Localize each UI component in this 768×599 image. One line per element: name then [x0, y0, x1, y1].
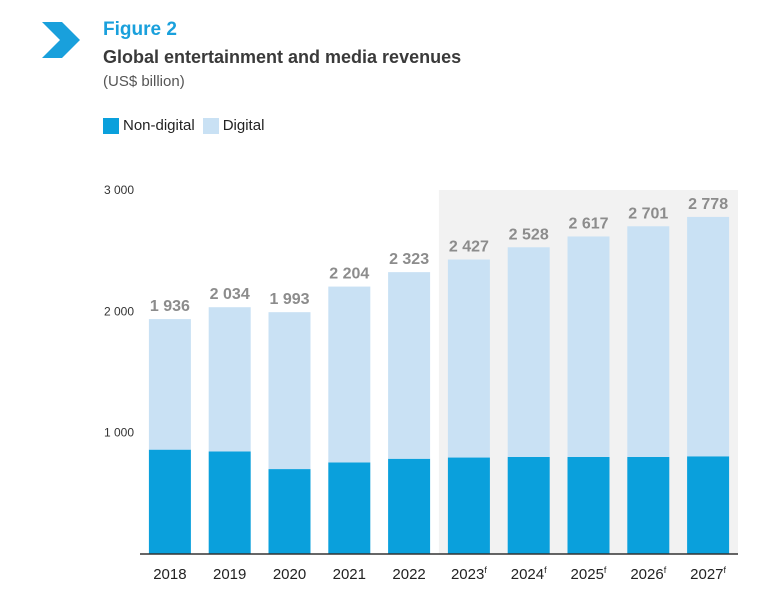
legend-label-digital: Digital: [222, 117, 265, 134]
bar-digital: [567, 236, 610, 457]
bar-non-digital: [567, 456, 610, 554]
bar-non-digital: [447, 457, 490, 554]
bar-digital: [268, 312, 311, 470]
bar-non-digital: [627, 456, 670, 554]
x-tick-label: 2025f: [571, 565, 607, 583]
bar-non-digital: [687, 456, 730, 554]
bar-non-digital: [328, 462, 371, 554]
y-tick-label: 3 000: [104, 183, 134, 197]
x-tick-label: 2018: [153, 566, 186, 583]
total-label: 1 936: [150, 298, 190, 315]
legend-item-digital: Digital: [202, 117, 265, 134]
legend-swatch-non-digital: [103, 117, 119, 134]
bar-digital: [447, 259, 490, 458]
x-tick-label: 2022: [392, 566, 425, 583]
figure-label: Figure 2: [103, 19, 177, 40]
bar-digital: [388, 272, 431, 459]
x-tick-label: 2019: [213, 566, 246, 583]
bar-non-digital: [208, 451, 251, 554]
bar-digital: [627, 226, 670, 457]
total-label: 1 993: [269, 291, 309, 308]
total-label: 2 204: [329, 266, 369, 283]
total-label: 2 034: [210, 286, 250, 303]
bar-digital: [148, 319, 191, 450]
total-label: 2 528: [509, 226, 549, 243]
bar-non-digital: [388, 458, 431, 554]
x-tick-label: 2027f: [690, 565, 726, 583]
total-label: 2 323: [389, 251, 429, 268]
total-label: 2 701: [628, 205, 668, 222]
x-tick-label: 2021: [333, 566, 366, 583]
x-tick-label: 2024f: [511, 565, 547, 583]
chart-title: Global entertainment and media revenues: [103, 47, 462, 67]
bar-non-digital: [268, 469, 311, 554]
x-tick-label: 2026f: [630, 565, 666, 583]
bar-non-digital: [148, 449, 191, 554]
y-tick-label: 1 000: [104, 426, 134, 440]
y-tick-label: 2 000: [104, 304, 134, 318]
total-label: 2 778: [688, 196, 728, 213]
total-label: 2 617: [568, 215, 608, 232]
chevron-right-icon: [42, 22, 80, 58]
bar-digital: [208, 307, 251, 452]
bar-digital: [687, 216, 730, 457]
chart-subtitle: (US$ billion): [103, 73, 185, 90]
bar-non-digital: [507, 456, 550, 554]
x-tick-label: 2023f: [451, 565, 487, 583]
bar-digital: [328, 286, 371, 463]
bar-digital: [507, 247, 550, 457]
x-tick-label: 2020: [273, 566, 306, 583]
legend: Non-digital Digital: [103, 117, 272, 134]
legend-swatch-digital: [202, 117, 219, 134]
legend-item-non-digital: Non-digital: [103, 117, 195, 134]
total-label: 2 427: [449, 239, 489, 256]
legend-label-non-digital: Non-digital: [123, 117, 195, 134]
